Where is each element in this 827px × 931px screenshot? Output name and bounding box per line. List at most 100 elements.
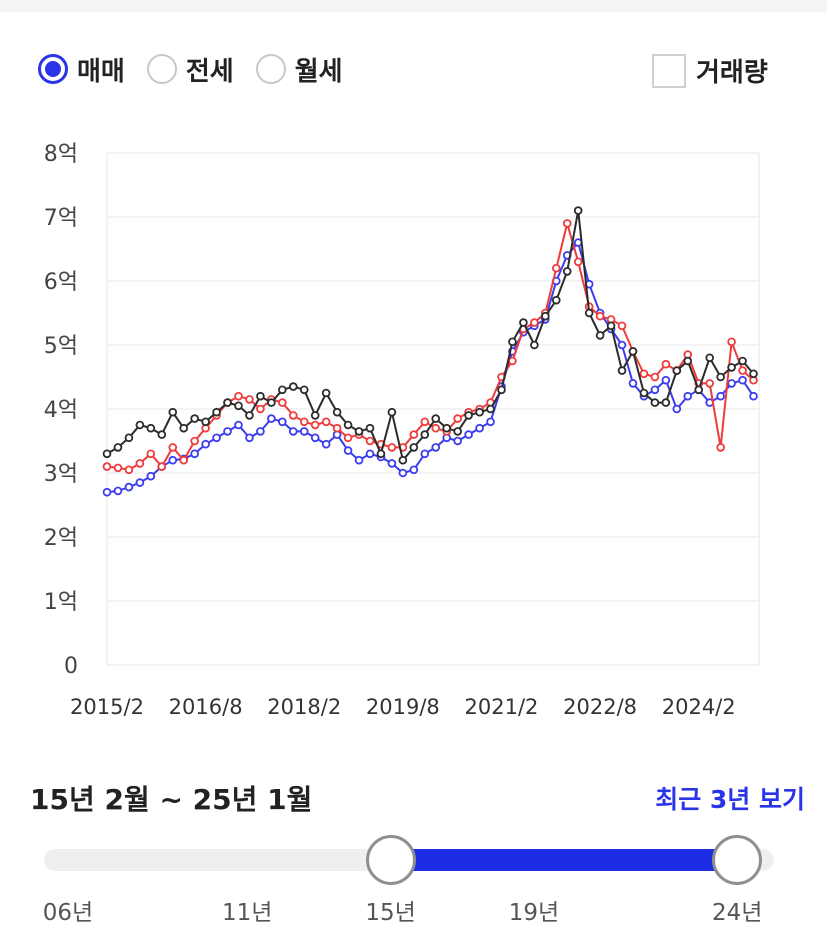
data-point	[179, 423, 189, 433]
data-point	[617, 366, 627, 375]
trade-type-tabs: 매매 전세 월세	[38, 50, 365, 88]
data-point	[146, 471, 156, 481]
data-point	[551, 295, 561, 305]
data-point	[201, 417, 210, 427]
data-point	[354, 427, 364, 436]
data-point	[212, 407, 221, 417]
volume-toggle[interactable]: 거래량	[652, 52, 768, 89]
recent-3-years-link[interactable]: 최근 3년 보기	[655, 785, 805, 814]
year-slider-selected-range	[390, 849, 738, 871]
data-point	[508, 356, 517, 366]
data-point	[343, 420, 353, 430]
data-point	[409, 430, 419, 439]
data-point	[332, 423, 342, 433]
data-point	[727, 363, 736, 372]
data-point	[738, 356, 747, 366]
data-point	[716, 443, 725, 452]
data-point	[738, 375, 747, 385]
data-point	[749, 369, 758, 379]
data-point	[245, 411, 254, 420]
data-point	[278, 417, 287, 427]
data-point	[310, 420, 320, 430]
data-point	[442, 423, 451, 433]
y-tick-label: 3억	[44, 462, 78, 487]
y-tick-label: 2억	[44, 526, 78, 551]
data-point	[124, 433, 134, 443]
data-point	[245, 433, 254, 443]
year-tick-label: 11년	[221, 900, 273, 926]
data-point	[310, 411, 320, 420]
data-point	[716, 372, 725, 382]
slider-start-handle[interactable]	[365, 835, 416, 885]
radio-selected-icon	[38, 54, 68, 84]
data-point	[146, 423, 156, 433]
data-point	[321, 388, 331, 398]
data-point	[628, 347, 638, 356]
data-point	[234, 420, 243, 430]
x-tick-label: 2021/2	[465, 695, 539, 719]
data-point	[672, 366, 682, 375]
data-point	[267, 398, 276, 407]
data-point	[343, 433, 353, 443]
data-point	[299, 385, 309, 395]
year-tick-label: 24년	[711, 900, 763, 926]
data-point	[595, 311, 605, 321]
data-point	[201, 439, 210, 449]
data-point	[453, 436, 462, 446]
x-tick-label: 2015/2	[70, 695, 144, 719]
data-point	[102, 462, 112, 471]
data-point	[420, 430, 430, 439]
top-strip	[0, 0, 827, 12]
data-point	[650, 398, 660, 407]
data-point	[179, 455, 189, 465]
data-point	[584, 308, 594, 318]
data-point	[168, 455, 178, 465]
data-point	[683, 356, 693, 366]
data-point	[672, 404, 682, 414]
data-point	[683, 391, 693, 401]
tab-sale[interactable]: 매매	[38, 51, 125, 88]
x-tick-label: 2019/8	[366, 695, 440, 719]
y-tick-label: 5억	[44, 334, 78, 359]
data-point	[431, 414, 441, 423]
year-tick-label: 19년	[508, 900, 560, 926]
data-point	[124, 465, 134, 475]
radio-empty-icon	[255, 54, 286, 84]
data-point	[234, 401, 243, 411]
data-point	[387, 407, 397, 417]
data-point	[705, 353, 714, 363]
data-point	[288, 382, 298, 391]
data-point	[562, 219, 572, 228]
data-point	[135, 478, 145, 487]
data-point	[661, 398, 671, 407]
data-point	[157, 430, 167, 439]
data-point	[617, 321, 627, 331]
data-point	[530, 340, 539, 350]
data-point	[102, 487, 112, 497]
data-point	[157, 462, 167, 471]
slider-end-handle[interactable]	[712, 835, 763, 885]
data-point	[365, 436, 375, 446]
data-point	[464, 430, 473, 439]
data-point	[617, 340, 627, 350]
tab-jeonse[interactable]: 전세	[146, 51, 234, 88]
data-point	[267, 414, 276, 423]
y-tick-label: 1억	[44, 590, 78, 615]
data-point	[212, 433, 221, 443]
data-point	[310, 433, 320, 443]
data-point	[464, 411, 473, 420]
data-point	[694, 385, 704, 395]
data-point	[168, 407, 178, 417]
tab-monthly-rent-label: 월세	[294, 56, 343, 87]
data-point	[409, 443, 419, 452]
volume-checkbox[interactable]	[652, 53, 686, 88]
x-tick-label: 2022/8	[563, 695, 637, 719]
data-point	[497, 385, 506, 395]
data-point	[650, 385, 660, 395]
data-point	[486, 404, 495, 414]
tab-monthly-rent[interactable]: 월세	[255, 51, 343, 88]
data-point	[705, 379, 714, 388]
data-point	[749, 391, 758, 401]
data-point	[223, 398, 232, 407]
data-point	[387, 443, 397, 452]
